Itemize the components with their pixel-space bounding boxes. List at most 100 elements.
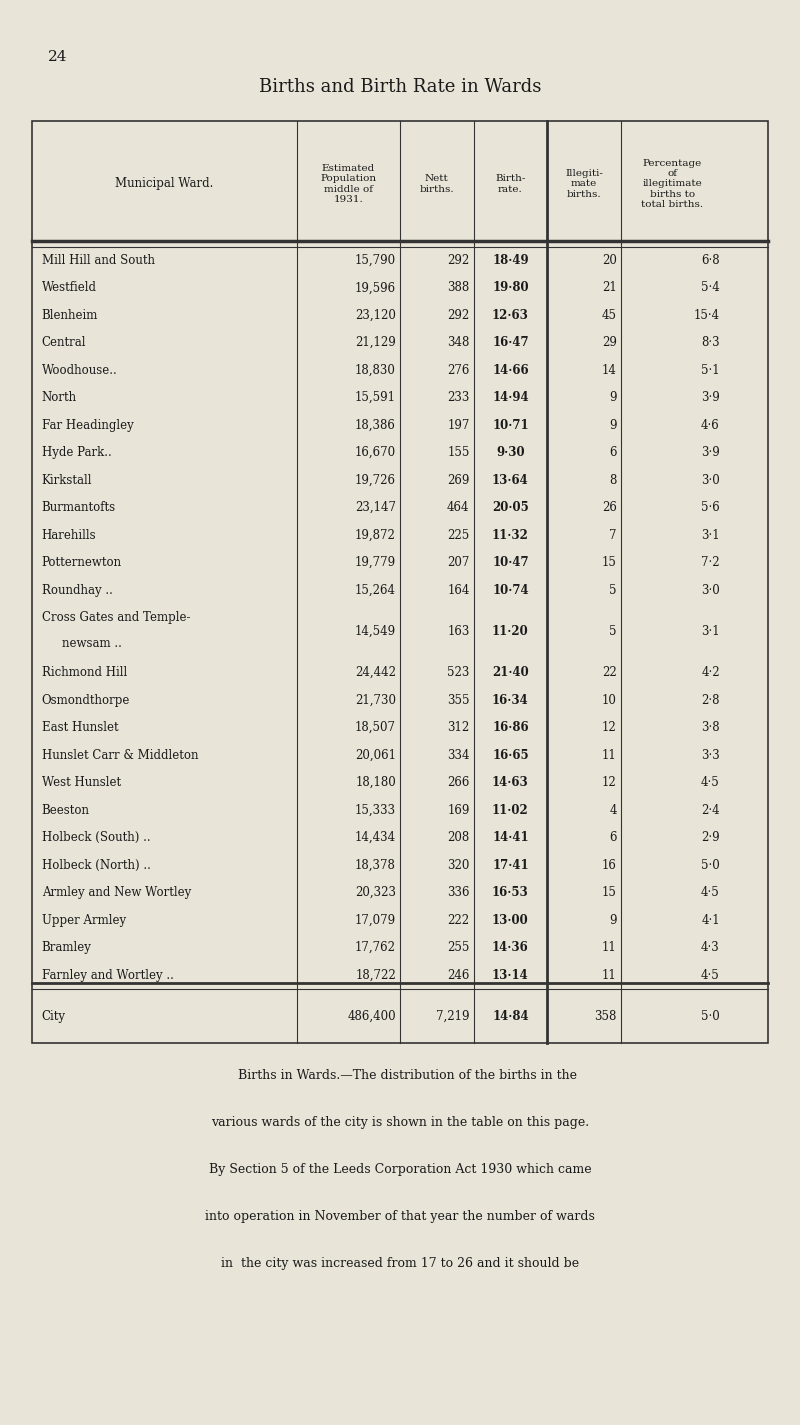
Text: 3·0: 3·0 <box>701 473 720 487</box>
Text: into operation in November of that year the number of wards: into operation in November of that year … <box>205 1210 595 1223</box>
Text: 9·30: 9·30 <box>496 446 525 459</box>
Text: 14·36: 14·36 <box>492 940 529 955</box>
Text: 4·6: 4·6 <box>701 419 720 432</box>
Text: Births and Birth Rate in Wards: Births and Birth Rate in Wards <box>259 78 541 97</box>
Text: 164: 164 <box>447 584 470 597</box>
Text: Potternewton: Potternewton <box>42 556 122 569</box>
Text: 20,061: 20,061 <box>355 748 396 762</box>
Text: 13·00: 13·00 <box>492 913 529 926</box>
Text: Woodhouse..: Woodhouse.. <box>42 363 118 376</box>
Text: 10·47: 10·47 <box>492 556 529 569</box>
Text: Mill Hill and South: Mill Hill and South <box>42 254 154 266</box>
Text: West Hunslet: West Hunslet <box>42 777 121 789</box>
Text: 12: 12 <box>602 721 617 734</box>
Text: 10: 10 <box>602 694 617 707</box>
Text: 15,591: 15,591 <box>355 392 396 405</box>
Text: 16: 16 <box>602 859 617 872</box>
Text: 11·20: 11·20 <box>492 626 529 638</box>
Text: Percentage
of
illegitimate
births to
total births.: Percentage of illegitimate births to tot… <box>642 158 703 209</box>
Text: 3·3: 3·3 <box>701 748 720 762</box>
Text: 24,442: 24,442 <box>355 667 396 680</box>
Text: 388: 388 <box>447 281 470 295</box>
Text: 15,264: 15,264 <box>355 584 396 597</box>
Text: 320: 320 <box>447 859 470 872</box>
Text: 10·71: 10·71 <box>492 419 529 432</box>
Text: Far Headingley: Far Headingley <box>42 419 134 432</box>
Text: 16·53: 16·53 <box>492 886 529 899</box>
Text: 2·9: 2·9 <box>702 831 720 844</box>
Text: 4·3: 4·3 <box>701 940 720 955</box>
Text: 4: 4 <box>610 804 617 817</box>
Text: 15,333: 15,333 <box>355 804 396 817</box>
Text: 3·8: 3·8 <box>702 721 720 734</box>
Text: 9: 9 <box>610 419 617 432</box>
Text: 18,378: 18,378 <box>355 859 396 872</box>
Text: 16·34: 16·34 <box>492 694 529 707</box>
Text: 15·4: 15·4 <box>694 309 720 322</box>
Text: 17·41: 17·41 <box>492 859 529 872</box>
Text: Bramley: Bramley <box>42 940 91 955</box>
Text: Holbeck (South) ..: Holbeck (South) .. <box>42 831 150 844</box>
Text: 5·1: 5·1 <box>702 363 720 376</box>
Text: 7,219: 7,219 <box>436 1009 470 1023</box>
Text: 12: 12 <box>602 777 617 789</box>
Text: 292: 292 <box>447 309 470 322</box>
Text: 4·5: 4·5 <box>701 777 720 789</box>
Text: 16,670: 16,670 <box>355 446 396 459</box>
Text: 11·32: 11·32 <box>492 529 529 542</box>
Text: 464: 464 <box>447 502 470 514</box>
Text: 19·80: 19·80 <box>492 281 529 295</box>
Text: 15,790: 15,790 <box>355 254 396 266</box>
Text: 45: 45 <box>602 309 617 322</box>
Text: newsam ..: newsam .. <box>62 637 122 650</box>
Text: 3·1: 3·1 <box>702 529 720 542</box>
Text: Estimated
Population
middle of
1931.: Estimated Population middle of 1931. <box>321 164 377 204</box>
Text: 4·2: 4·2 <box>702 667 720 680</box>
Text: 8: 8 <box>610 473 617 487</box>
Text: 4·5: 4·5 <box>701 886 720 899</box>
Text: 22: 22 <box>602 667 617 680</box>
Text: 21,730: 21,730 <box>355 694 396 707</box>
Text: 2·4: 2·4 <box>702 804 720 817</box>
Text: Harehills: Harehills <box>42 529 96 542</box>
Text: 18·49: 18·49 <box>492 254 529 266</box>
Text: 14·63: 14·63 <box>492 777 529 789</box>
Text: 11: 11 <box>602 969 617 982</box>
Text: 208: 208 <box>447 831 470 844</box>
Text: 14,549: 14,549 <box>355 626 396 638</box>
Text: East Hunslet: East Hunslet <box>42 721 118 734</box>
Text: 20·05: 20·05 <box>492 502 529 514</box>
Text: 15: 15 <box>602 886 617 899</box>
Text: Birth-
rate.: Birth- rate. <box>495 174 526 194</box>
Text: 19,596: 19,596 <box>355 281 396 295</box>
Text: 163: 163 <box>447 626 470 638</box>
Text: 23,147: 23,147 <box>355 502 396 514</box>
Text: 13·64: 13·64 <box>492 473 529 487</box>
Text: 355: 355 <box>447 694 470 707</box>
Text: 6: 6 <box>610 446 617 459</box>
Text: 5: 5 <box>610 626 617 638</box>
Text: 7·2: 7·2 <box>702 556 720 569</box>
Text: 14·66: 14·66 <box>492 363 529 376</box>
Text: 17,079: 17,079 <box>355 913 396 926</box>
Text: Osmondthorpe: Osmondthorpe <box>42 694 130 707</box>
Text: 29: 29 <box>602 336 617 349</box>
Text: 207: 207 <box>447 556 470 569</box>
Text: 2·8: 2·8 <box>702 694 720 707</box>
Text: 276: 276 <box>447 363 470 376</box>
Text: 5·6: 5·6 <box>701 502 720 514</box>
Text: 222: 222 <box>447 913 470 926</box>
Text: 4·5: 4·5 <box>701 969 720 982</box>
Text: 5·0: 5·0 <box>701 1009 720 1023</box>
Text: Cross Gates and Temple-: Cross Gates and Temple- <box>42 611 190 624</box>
Text: 6·8: 6·8 <box>702 254 720 266</box>
Text: 11: 11 <box>602 748 617 762</box>
Text: Central: Central <box>42 336 86 349</box>
Text: Blenheim: Blenheim <box>42 309 98 322</box>
Text: 21,129: 21,129 <box>355 336 396 349</box>
Text: 3·9: 3·9 <box>701 392 720 405</box>
Text: 7: 7 <box>610 529 617 542</box>
Text: 292: 292 <box>447 254 470 266</box>
Text: 5·4: 5·4 <box>701 281 720 295</box>
Text: City: City <box>42 1009 66 1023</box>
